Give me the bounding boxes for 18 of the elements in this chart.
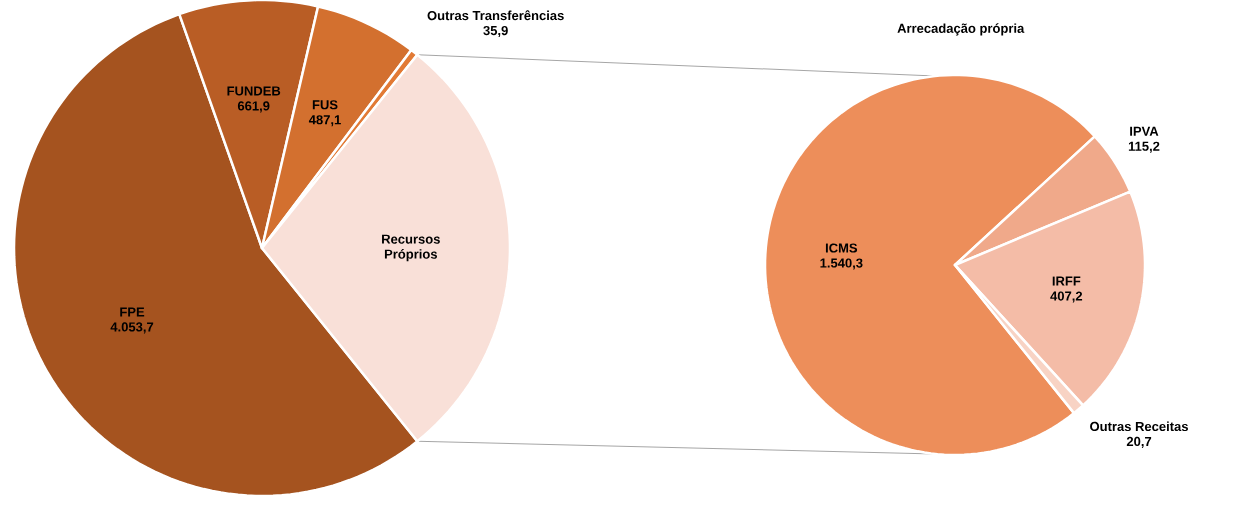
slice-label: FUS [312, 100, 338, 110]
slice-label: Outras Transferências [427, 10, 564, 21]
data-label: 407,2 [1050, 291, 1083, 303]
slice-label: IRFF [1052, 276, 1081, 286]
data-label: 20,7 [1126, 436, 1152, 448]
data-label: 115,2 [1128, 141, 1160, 153]
slice-label: Recursos Próprios [382, 234, 440, 262]
chart-title: Arrecadação própria [897, 23, 1025, 36]
slice-label: Outras Receitas [1090, 421, 1188, 432]
slice-label: IPVA [1130, 126, 1159, 136]
data-label: 487,1 [308, 115, 341, 127]
slice-label: FUNDEB [227, 86, 281, 96]
data-label: 35,9 [483, 25, 508, 38]
slice-label: FPE [120, 307, 145, 317]
data-label: 661,9 [237, 101, 270, 113]
slice-label: ICMS [825, 243, 858, 253]
data-label: 1.540,3 [820, 258, 863, 270]
data-label: 4.053,7 [110, 322, 154, 334]
